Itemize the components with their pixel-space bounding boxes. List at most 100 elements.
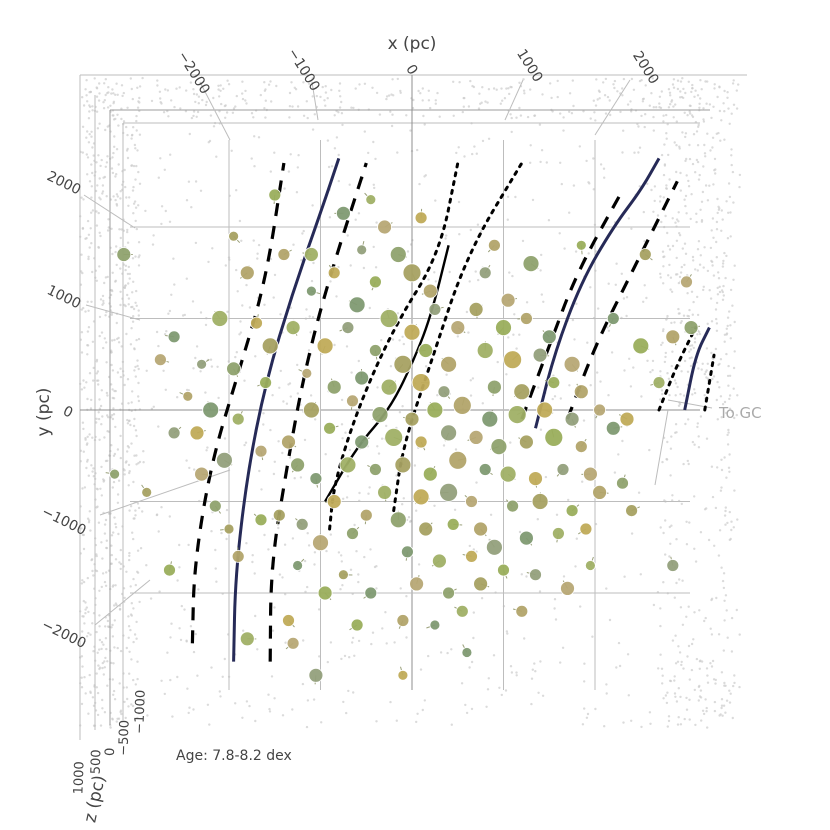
field-star	[387, 94, 391, 97]
field-star	[84, 601, 87, 604]
field-star	[581, 480, 584, 483]
field-star	[692, 259, 695, 262]
cluster-point	[211, 310, 229, 327]
field-star	[698, 106, 701, 110]
field-star	[114, 198, 117, 202]
field-star	[704, 616, 707, 620]
field-star	[541, 93, 544, 96]
field-star	[668, 91, 672, 95]
field-star	[186, 687, 189, 690]
field-star	[127, 636, 130, 639]
field-star	[515, 674, 518, 677]
field-star	[206, 703, 210, 706]
field-star	[717, 271, 720, 274]
field-star	[284, 593, 287, 596]
field-star	[704, 155, 707, 158]
field-star	[131, 390, 134, 393]
field-star	[726, 96, 729, 100]
field-star	[698, 263, 702, 266]
field-star	[469, 394, 473, 397]
field-star	[176, 579, 179, 582]
field-star	[127, 625, 131, 628]
field-star	[115, 245, 118, 248]
cluster-point	[389, 511, 407, 529]
field-star	[96, 127, 100, 130]
cluster-point	[680, 275, 693, 289]
field-star	[726, 433, 729, 437]
field-star	[341, 584, 344, 587]
field-star	[700, 88, 703, 91]
field-star	[690, 356, 693, 359]
field-star	[726, 521, 729, 525]
field-star	[728, 453, 731, 456]
field-star	[666, 440, 669, 444]
field-star	[218, 110, 221, 113]
field-star	[90, 300, 93, 303]
field-star	[80, 351, 84, 354]
field-star	[87, 474, 91, 477]
field-star	[665, 132, 668, 135]
field-star	[505, 630, 509, 633]
field-star	[473, 145, 476, 148]
cluster-point	[439, 482, 459, 502]
field-star	[88, 673, 91, 677]
field-star	[676, 660, 680, 663]
field-star	[207, 260, 210, 264]
field-star	[468, 666, 471, 669]
field-star	[733, 416, 736, 420]
field-star	[104, 93, 107, 97]
field-star	[325, 549, 328, 553]
cluster-point	[228, 230, 240, 242]
cluster-point	[652, 376, 666, 390]
field-star	[204, 391, 207, 394]
field-star	[279, 313, 282, 316]
field-star	[87, 309, 90, 312]
field-star	[480, 597, 484, 600]
field-star	[340, 560, 343, 563]
field-star	[115, 604, 118, 607]
field-star	[89, 90, 93, 94]
field-star	[129, 77, 132, 80]
field-star	[269, 80, 272, 83]
field-star	[703, 246, 706, 249]
field-star	[668, 178, 671, 181]
field-star	[126, 106, 129, 110]
field-star	[505, 373, 508, 376]
field-star	[248, 306, 252, 309]
field-star	[729, 288, 733, 292]
field-star	[607, 329, 611, 332]
field-star	[457, 200, 461, 204]
field-star	[254, 614, 257, 618]
field-star	[137, 309, 140, 312]
field-star	[124, 716, 127, 720]
field-star	[700, 200, 704, 203]
field-star	[110, 626, 113, 629]
cluster-point	[522, 255, 540, 273]
tick-leader	[85, 304, 141, 321]
field-star	[381, 627, 384, 630]
field-star	[117, 163, 120, 166]
field-star	[693, 688, 696, 692]
field-star	[567, 498, 570, 502]
field-star	[727, 107, 730, 110]
field-star	[105, 341, 108, 344]
field-star	[104, 78, 108, 81]
field-star	[98, 398, 101, 401]
field-star	[111, 486, 115, 489]
field-star	[531, 198, 535, 202]
field-star	[479, 102, 482, 106]
field-star	[271, 629, 275, 632]
field-star	[722, 649, 725, 652]
field-star	[128, 196, 131, 199]
field-star	[717, 554, 721, 557]
field-star	[370, 642, 373, 646]
field-star	[501, 99, 504, 102]
field-star	[496, 360, 499, 364]
field-star	[195, 345, 199, 348]
field-star	[113, 145, 116, 148]
field-star	[699, 689, 703, 692]
field-star	[137, 314, 140, 317]
field-star	[139, 547, 143, 550]
field-star	[354, 87, 357, 90]
field-star	[134, 301, 137, 304]
